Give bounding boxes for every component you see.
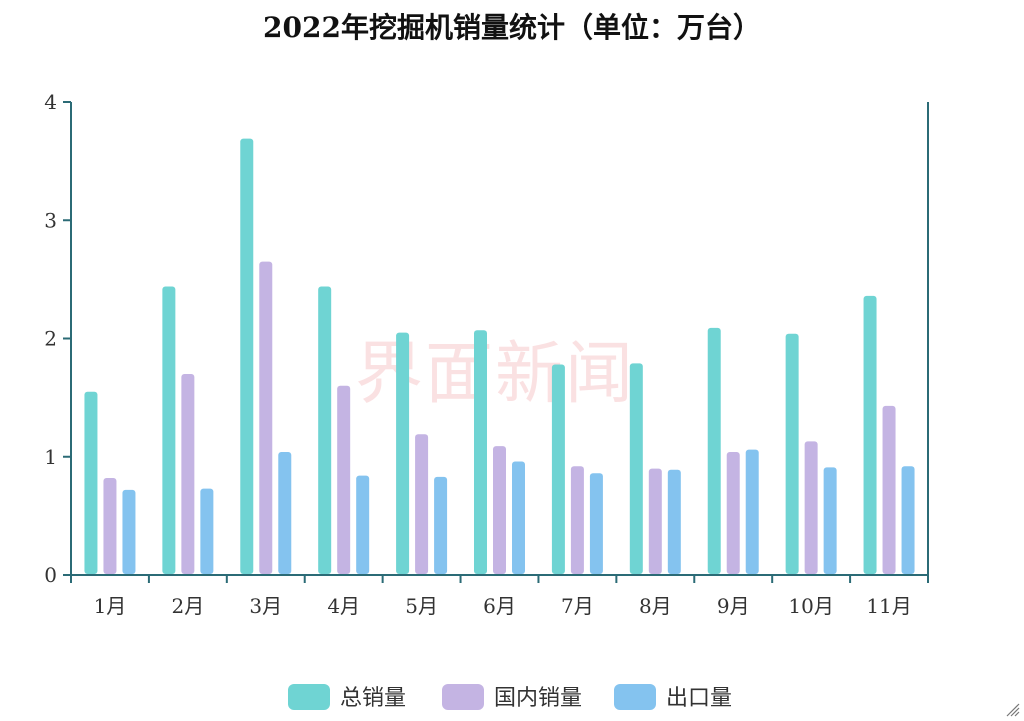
y-tick-label: 1 — [44, 445, 57, 469]
x-tick-label: 9月 — [717, 594, 750, 618]
bar — [337, 385, 351, 574]
bar — [278, 452, 292, 574]
bar — [901, 466, 915, 574]
y-tick-label: 3 — [44, 208, 57, 232]
bar — [356, 475, 370, 574]
legend-swatch — [442, 684, 484, 710]
legend-swatch — [614, 684, 656, 710]
bar — [726, 452, 740, 574]
bar — [823, 467, 837, 574]
bar — [181, 373, 195, 574]
legend-label: 总销量 — [340, 686, 406, 711]
resize-grip-icon[interactable] — [1004, 701, 1020, 717]
bar — [882, 405, 896, 574]
bar — [200, 488, 214, 574]
bar — [863, 295, 877, 574]
bar — [707, 327, 721, 574]
bar — [318, 286, 332, 574]
y-tick-label: 2 — [44, 327, 57, 351]
bar — [396, 332, 410, 574]
bar — [415, 434, 429, 574]
x-tick-label: 1月 — [94, 594, 127, 618]
x-tick-label: 7月 — [561, 594, 594, 618]
bar — [259, 261, 273, 574]
legend-label: 国内销量 — [494, 686, 582, 711]
bar — [629, 363, 643, 574]
x-tick-label: 3月 — [249, 594, 282, 618]
legend-swatch — [288, 684, 330, 710]
y-tick-label: 4 — [44, 90, 57, 114]
chart-title: 2022年挖掘机销量统计（单位：万台） — [263, 11, 761, 44]
x-tick-label: 5月 — [405, 594, 438, 618]
bar — [493, 446, 506, 574]
bar — [745, 449, 759, 574]
x-tick-label: 2月 — [171, 594, 204, 618]
bar — [667, 469, 681, 574]
bar — [589, 473, 603, 574]
y-tick-label: 0 — [44, 563, 57, 587]
bar — [240, 138, 254, 574]
bar — [122, 489, 136, 574]
bar — [434, 476, 448, 574]
bar — [785, 333, 799, 574]
bar — [570, 466, 584, 574]
bar — [648, 468, 662, 574]
bar — [474, 330, 487, 574]
bar — [162, 286, 176, 574]
x-tick-label: 11月 — [866, 594, 911, 618]
x-tick-label: 4月 — [327, 594, 360, 618]
bar — [551, 364, 565, 574]
legend-label: 出口量 — [666, 686, 732, 711]
x-tick-label: 10月 — [788, 594, 833, 618]
bar — [512, 461, 525, 574]
x-tick-label: 6月 — [483, 594, 516, 618]
bar — [103, 478, 117, 574]
bar — [804, 441, 818, 574]
bar — [84, 391, 98, 574]
x-tick-label: 8月 — [639, 594, 672, 618]
